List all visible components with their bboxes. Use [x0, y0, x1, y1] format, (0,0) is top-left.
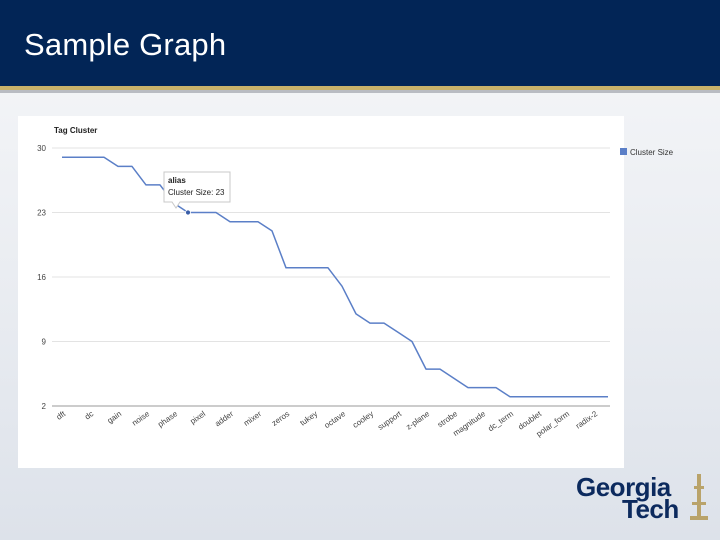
x-tick-label-cooley: cooley — [351, 409, 375, 430]
georgia-tech-logo: Georgia Tech — [576, 472, 716, 532]
x-tick-label-phase: phase — [156, 409, 179, 429]
x-tick-label-pixel: pixel — [189, 409, 208, 426]
x-tick-label-mixer: mixer — [242, 409, 263, 428]
x-tick-label-support: support — [376, 409, 404, 432]
x-tick-label-dc_term: dc_term — [486, 409, 515, 433]
x-tick-label-z-plane: z-plane — [404, 409, 431, 432]
x-tick-label-zeros: zeros — [270, 409, 291, 428]
x-tick-label-radix-2: radix-2 — [574, 409, 600, 431]
legend-swatch-cluster-size — [620, 148, 627, 155]
x-tick-label-dc: dc — [83, 409, 95, 421]
y-tick-label-9: 9 — [42, 338, 47, 347]
logo-text-tech: Tech — [622, 494, 679, 524]
y-tick-label-30: 30 — [37, 144, 46, 153]
logo-text-georgia: Georgia — [576, 472, 671, 502]
slide-header: Sample Graph — [0, 0, 720, 86]
x-tick-label-tukey: tukey — [298, 409, 319, 427]
x-tick-label-gain: gain — [106, 409, 124, 425]
y-tick-label-23: 23 — [37, 209, 46, 218]
chart-title: Tag Cluster — [54, 126, 97, 135]
legend-label-cluster-size: Cluster Size — [630, 148, 674, 157]
header-accent-band — [0, 86, 720, 90]
series-line-cluster-size — [62, 156, 608, 398]
x-tick-label-octave: octave — [323, 409, 348, 430]
tooltip-label: alias — [168, 176, 186, 185]
x-tick-label-dft: dft — [55, 409, 68, 422]
tag-cluster-chart: Tag Cluster 2 9 16 23 30 dft dc gain noise phase pi… — [37, 126, 674, 439]
slide-title: Sample Graph — [24, 27, 227, 62]
y-tick-label-16: 16 — [37, 273, 46, 282]
chart-panel: Tag Cluster 2 9 16 23 30 dft dc gain noise phase pi… — [18, 116, 674, 468]
tech-tower-icon — [690, 474, 708, 520]
tooltip-value: Cluster Size: 23 — [168, 188, 225, 197]
x-tick-label-noise: noise — [130, 409, 151, 428]
y-tick-label-2: 2 — [42, 402, 47, 411]
tooltip-box — [163, 171, 231, 209]
highlighted-point — [185, 209, 191, 216]
header-divider — [0, 90, 720, 93]
x-tick-label-adder: adder — [213, 409, 235, 428]
